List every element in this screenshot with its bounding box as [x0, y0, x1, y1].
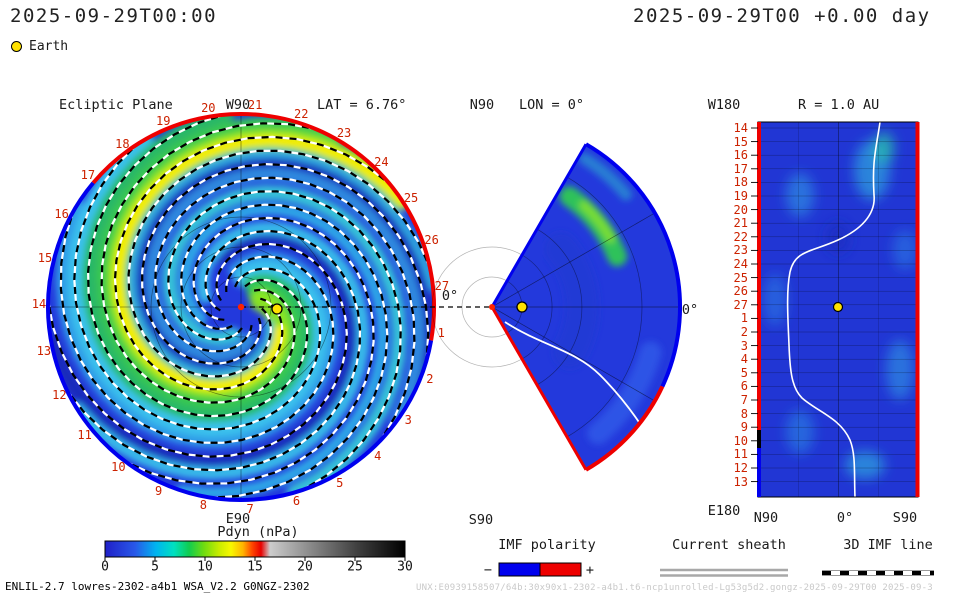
map-title: R = 1.0 AU [798, 97, 880, 113]
meridional-negative-polarity-rim [584, 142, 682, 388]
earth-icon [11, 41, 22, 52]
earth-legend-label: Earth [29, 39, 69, 54]
sun-marker [237, 303, 245, 311]
imf-line-legend-label: 3D IMF line [843, 537, 933, 553]
current-sheet-line [504, 321, 649, 437]
meridional-lon-label: LON = 0° [519, 97, 585, 113]
ecliptic-positive-polarity-rim [91, 112, 437, 341]
ecliptic-west-label: W90 [225, 97, 251, 113]
imf-polarity-negative-swatch [498, 562, 541, 577]
meridional-zero-label: 0° [681, 302, 699, 318]
colorbar [104, 540, 406, 558]
earth-marker-ecliptic [271, 303, 283, 315]
timestamp-right: 2025-09-29T00 +0.00 day [633, 5, 931, 27]
timestamp-left: 2025-09-29T00:00 [10, 5, 218, 27]
watermark: UNX:E0939158507/64b:30x90x1-2302-a4b1.t6… [416, 583, 933, 593]
colorbar-title: Pdyn (nPa) [217, 524, 299, 540]
current-sheath-legend-label: Current sheath [672, 537, 786, 553]
ecliptic-title: Ecliptic Plane [59, 97, 173, 113]
imf-polarity-minus: − [483, 562, 493, 578]
map-axis-zero: 0° [836, 510, 854, 526]
ecliptic-east-label: E90 [225, 511, 251, 527]
current-sheet-contour [786, 122, 881, 497]
imf-polarity-plus: + [585, 562, 595, 578]
meridional-positive-polarity-rim [585, 385, 665, 472]
imf-polarity-positive-swatch [539, 562, 582, 577]
ecliptic-negative-polarity-rim [46, 181, 434, 502]
imf-polarity-legend-label: IMF polarity [498, 537, 596, 553]
sun-marker-meridional [489, 304, 495, 310]
meridional-north-label: N90 [469, 97, 495, 113]
earth-marker-map [832, 301, 844, 313]
ecliptic-lat-label: LAT = 6.76° [317, 97, 407, 113]
map-axis-s90: S90 [892, 510, 918, 526]
model-info: ENLIL-2.7 lowres-2302-a4b1 WSA_V2.2 G0NG… [5, 580, 310, 593]
ecliptic-zero-label: 0° [441, 288, 459, 304]
earth-marker-meridional [516, 301, 528, 313]
map-east-label: E180 [707, 503, 741, 519]
meridional-south-label: S90 [468, 512, 494, 528]
earth-legend: Earth [11, 39, 68, 54]
map-axis-n90: N90 [753, 510, 779, 526]
ecliptic-plot [48, 114, 434, 500]
map-west-label: W180 [707, 97, 741, 113]
